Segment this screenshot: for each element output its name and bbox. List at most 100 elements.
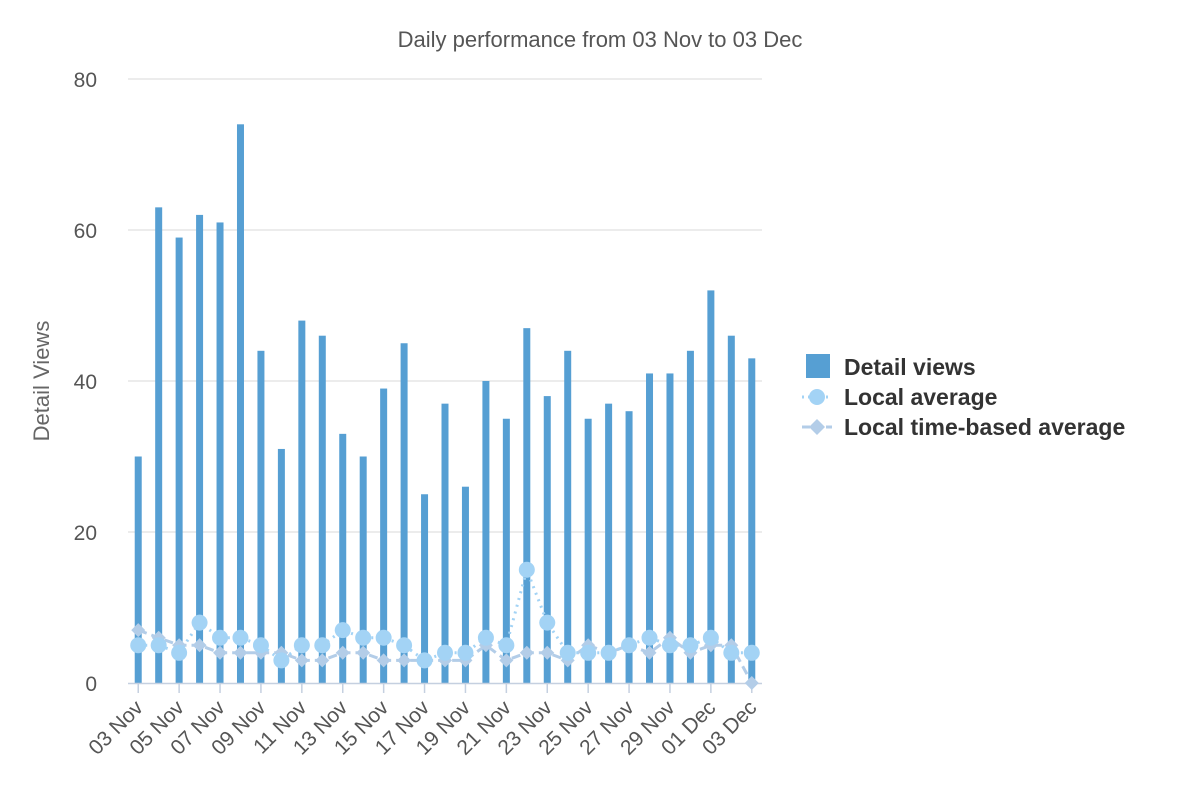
bar	[502, 418, 510, 683]
bar	[155, 207, 163, 683]
bar-layer	[134, 124, 756, 684]
legend-swatch-detail-views	[806, 354, 830, 378]
point-local-time-based-average	[642, 645, 657, 660]
point-local-time-based-average	[376, 653, 391, 668]
bar	[707, 290, 715, 683]
point-local-average	[580, 644, 597, 661]
bar	[359, 456, 367, 683]
bar	[605, 403, 613, 683]
bar	[686, 350, 694, 683]
bar	[339, 433, 347, 683]
point-local-average	[723, 644, 740, 661]
point-local-average	[212, 629, 229, 646]
point-local-average	[171, 644, 188, 661]
point-local-time-based-average	[744, 676, 759, 690]
y-tick-label: 60	[74, 220, 97, 243]
legend-label-local-time-based-average: Local time-based average	[844, 414, 1125, 440]
point-local-time-based-average	[335, 645, 350, 660]
point-local-average	[191, 614, 208, 631]
point-local-average	[314, 637, 331, 654]
bar	[196, 214, 204, 683]
line-layer	[130, 561, 760, 690]
point-local-average	[232, 629, 249, 646]
bar	[564, 350, 572, 683]
legend-item-local-average[interactable]: Local average	[802, 384, 997, 410]
bar	[584, 418, 592, 683]
point-local-average	[682, 637, 699, 654]
point-local-average	[375, 629, 392, 646]
point-local-average	[661, 637, 678, 654]
bar	[625, 411, 633, 683]
point-local-time-based-average	[131, 623, 146, 638]
point-local-time-based-average	[192, 638, 207, 653]
bar	[257, 350, 265, 683]
legend-item-local-time-based-average[interactable]: Local time-based average	[802, 414, 1125, 440]
bar	[748, 358, 756, 683]
bar	[236, 124, 244, 684]
point-local-time-based-average	[356, 645, 371, 660]
point-local-average	[130, 637, 147, 654]
bar	[400, 343, 408, 683]
point-local-time-based-average	[499, 653, 514, 668]
point-local-average	[539, 614, 556, 631]
bar	[380, 388, 388, 683]
point-local-average	[416, 652, 433, 669]
y-axis-label: Detail Views	[29, 321, 54, 442]
bar	[298, 320, 306, 683]
point-local-time-based-average	[213, 645, 228, 660]
bar	[421, 494, 429, 683]
y-tick-label: 20	[74, 522, 97, 545]
y-tick-label: 0	[85, 673, 97, 696]
bar	[727, 335, 735, 683]
grid-layer: 0 20 40 60 80	[74, 69, 762, 696]
bar	[666, 373, 674, 683]
legend-marker-local-average	[809, 389, 825, 405]
point-local-average	[743, 644, 760, 661]
bar	[175, 237, 183, 684]
bar	[318, 335, 326, 683]
point-local-time-based-average	[294, 653, 309, 668]
point-local-average	[334, 622, 351, 639]
point-local-average	[355, 629, 372, 646]
point-local-average	[252, 637, 269, 654]
point-local-average	[600, 644, 617, 661]
chart-title: Daily performance from 03 Nov to 03 Dec	[398, 27, 803, 52]
point-local-average	[518, 561, 535, 578]
point-local-time-based-average	[519, 645, 534, 660]
bar	[482, 381, 490, 683]
point-local-average	[559, 644, 576, 661]
legend: Detail views Local average Local time-ba…	[802, 354, 1125, 440]
legend-item-detail-views[interactable]: Detail views	[806, 354, 976, 380]
bar	[216, 222, 224, 683]
y-tick-label: 40	[74, 371, 97, 394]
point-local-average	[150, 637, 167, 654]
point-local-time-based-average	[540, 645, 555, 660]
point-local-average	[293, 637, 310, 654]
y-tick-label: 80	[74, 69, 97, 92]
point-local-time-based-average	[315, 653, 330, 668]
bar	[441, 403, 449, 683]
point-local-average	[477, 629, 494, 646]
point-local-average	[621, 637, 638, 654]
point-local-average	[498, 637, 515, 654]
point-local-average	[396, 637, 413, 654]
point-local-average	[437, 644, 453, 661]
bar	[134, 456, 142, 683]
point-local-time-based-average	[397, 653, 412, 668]
legend-marker-local-time-based-average	[809, 419, 825, 435]
point-local-average	[641, 629, 658, 646]
point-local-time-based-average	[233, 645, 248, 660]
legend-label-local-average: Local average	[844, 384, 997, 410]
point-local-average	[457, 644, 474, 661]
legend-label-detail-views: Detail views	[844, 354, 976, 380]
bar	[646, 373, 654, 683]
point-local-average	[273, 652, 290, 669]
bar	[461, 486, 469, 683]
point-local-average	[702, 629, 719, 646]
bar	[523, 328, 531, 683]
bar	[543, 396, 551, 683]
bar	[277, 448, 285, 683]
